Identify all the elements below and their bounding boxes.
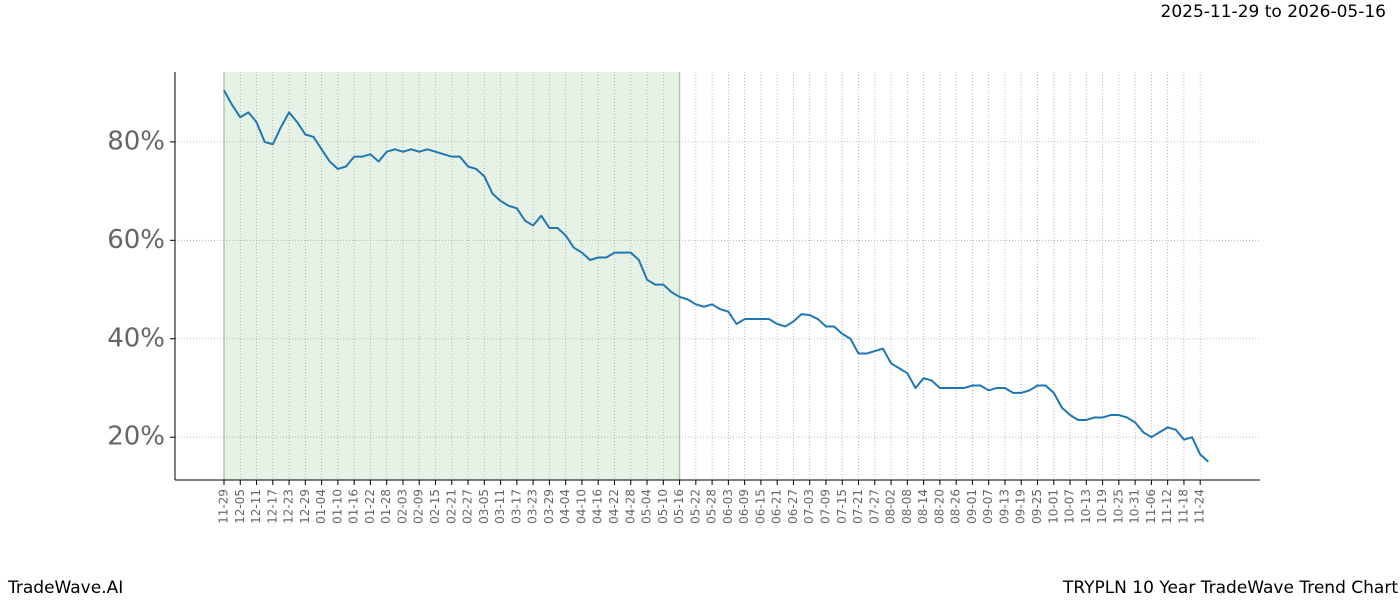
x-tick-label: 06-15 [753, 489, 767, 524]
x-tick-label: 06-03 [721, 489, 735, 524]
x-tick-label: 05-22 [688, 489, 702, 524]
x-tick-label: 03-17 [509, 489, 523, 524]
x-tick-label: 12-11 [249, 489, 263, 524]
x-tick-label: 12-05 [233, 489, 247, 524]
x-tick-label: 12-23 [282, 489, 296, 524]
trend-line [223, 89, 1210, 463]
x-tick-label: 03-11 [493, 489, 507, 524]
x-tick-label: 11-29 [217, 489, 231, 524]
x-tick-label: 10-01 [1046, 489, 1060, 524]
x-tick-label: 11-24 [1193, 489, 1207, 524]
x-tick-label: 01-04 [314, 489, 328, 524]
y-tick-label: 80% [107, 126, 165, 156]
x-tick-label: 06-21 [770, 489, 784, 524]
y-tick-label: 20% [107, 422, 165, 452]
x-tick-label: 07-21 [851, 489, 865, 524]
x-tick-label: 06-27 [786, 489, 800, 524]
x-tick-label: 08-26 [949, 489, 963, 524]
x-tick-label: 07-15 [835, 489, 849, 524]
x-tick-label: 11-18 [1176, 489, 1190, 524]
x-tick-label: 02-27 [461, 489, 475, 524]
x-tick-label: 09-25 [1030, 489, 1044, 524]
y-tick-label: 40% [107, 323, 165, 353]
x-tick-label: 08-14 [916, 489, 930, 524]
x-tick-label: 11-12 [1160, 489, 1174, 524]
x-tick-label: 03-23 [526, 489, 540, 524]
x-tick-label: 09-19 [1014, 489, 1028, 524]
x-tick-label: 04-04 [558, 489, 572, 524]
x-tick-label: 05-28 [705, 489, 719, 524]
x-tick-label: 01-10 [330, 489, 344, 524]
x-tick-label: 10-31 [1128, 489, 1142, 524]
x-tick-label: 01-16 [347, 489, 361, 524]
chart-title: TRYPLN 10 Year TradeWave Trend Chart [1062, 578, 1398, 598]
x-tick-label: 03-29 [542, 489, 556, 524]
x-tick-label: 08-02 [884, 489, 898, 524]
x-tick-label: 08-08 [900, 489, 914, 524]
x-tick-label: 02-21 [444, 489, 458, 524]
date-range: 2025-11-29 to 2026-05-16 [1161, 2, 1386, 22]
x-tick-label: 12-29 [298, 489, 312, 524]
x-tick-label: 01-28 [379, 489, 393, 524]
x-tick-label: 01-22 [363, 489, 377, 524]
x-tick-label: 10-07 [1063, 489, 1077, 524]
x-tick-label: 11-06 [1144, 489, 1158, 524]
x-tick-label: 04-10 [574, 489, 588, 524]
x-tick-label: 02-09 [412, 489, 426, 524]
x-tick-label: 10-13 [1079, 489, 1093, 524]
x-tick-label: 09-13 [997, 489, 1011, 524]
x-tick-label: 04-28 [623, 489, 637, 524]
x-tick-label: 07-09 [818, 489, 832, 524]
x-tick-label: 10-25 [1111, 489, 1125, 524]
watermark: TradeWave.AI [7, 578, 123, 598]
x-tick-label: 07-03 [802, 489, 816, 524]
x-tick-label: 06-09 [737, 489, 751, 524]
x-tick-label: 04-22 [607, 489, 621, 524]
x-tick-label: 05-16 [672, 489, 686, 524]
x-tick-label: 02-03 [395, 489, 409, 524]
x-tick-label: 03-05 [477, 489, 491, 524]
y-tick-label: 60% [107, 225, 165, 255]
x-tick-label: 02-15 [428, 489, 442, 524]
x-tick-label: 08-20 [932, 489, 946, 524]
x-tick-label: 09-07 [981, 489, 995, 524]
x-tick-label: 05-10 [656, 489, 670, 524]
x-tick-label: 07-27 [867, 489, 881, 524]
x-tick-label: 12-17 [265, 489, 279, 524]
x-tick-label: 04-16 [591, 489, 605, 524]
x-tick-label: 05-04 [640, 489, 654, 524]
x-tick-label: 10-19 [1095, 489, 1109, 524]
x-tick-label: 09-01 [965, 489, 979, 524]
